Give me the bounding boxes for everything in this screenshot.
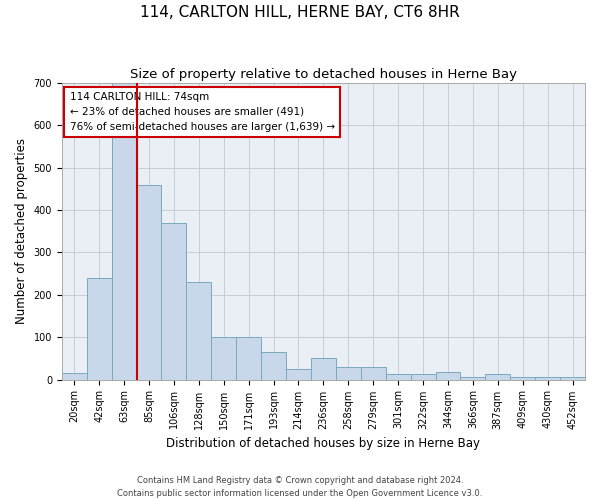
Bar — [410, 374, 436, 380]
Bar — [86, 278, 112, 380]
Bar — [112, 74, 137, 380]
Bar — [137, 184, 161, 380]
Bar — [311, 358, 336, 380]
Bar — [535, 378, 560, 380]
Text: 114 CARLTON HILL: 74sqm
← 23% of detached houses are smaller (491)
76% of semi-d: 114 CARLTON HILL: 74sqm ← 23% of detache… — [70, 92, 335, 132]
Bar — [386, 374, 410, 380]
Bar — [62, 373, 86, 380]
Bar — [187, 282, 211, 380]
Bar — [460, 378, 485, 380]
Bar — [485, 374, 510, 380]
Text: Contains HM Land Registry data © Crown copyright and database right 2024.
Contai: Contains HM Land Registry data © Crown c… — [118, 476, 482, 498]
Bar — [286, 369, 311, 380]
Bar — [560, 378, 585, 380]
Bar — [211, 337, 236, 380]
Bar — [161, 223, 187, 380]
Bar — [510, 378, 535, 380]
Title: Size of property relative to detached houses in Herne Bay: Size of property relative to detached ho… — [130, 68, 517, 80]
Bar — [361, 367, 386, 380]
Text: 114, CARLTON HILL, HERNE BAY, CT6 8HR: 114, CARLTON HILL, HERNE BAY, CT6 8HR — [140, 5, 460, 20]
Bar — [236, 337, 261, 380]
X-axis label: Distribution of detached houses by size in Herne Bay: Distribution of detached houses by size … — [166, 437, 481, 450]
Bar — [436, 372, 460, 380]
Y-axis label: Number of detached properties: Number of detached properties — [15, 138, 28, 324]
Bar — [261, 352, 286, 380]
Bar — [336, 367, 361, 380]
